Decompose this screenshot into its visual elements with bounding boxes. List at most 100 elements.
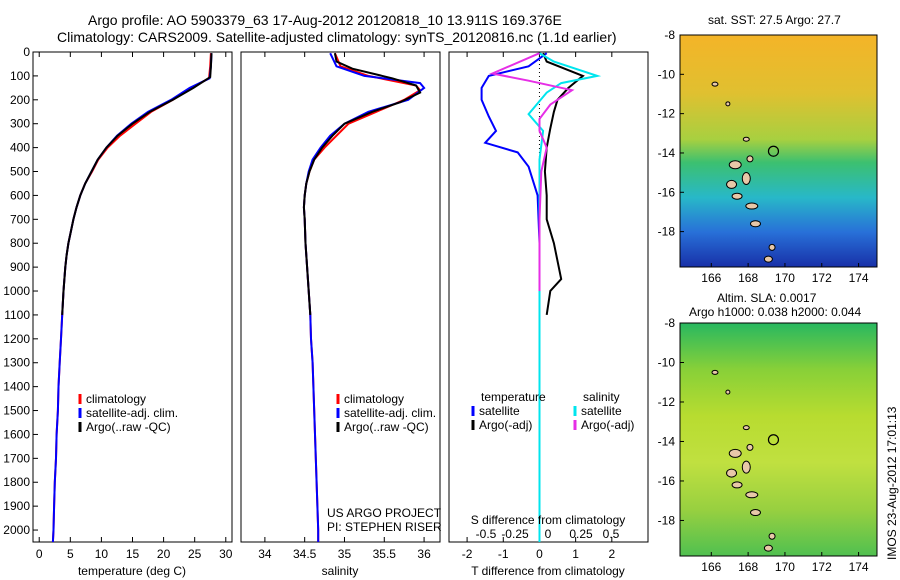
altimeter-sla-map-island bbox=[728, 448, 742, 458]
altimeter-sla-map-island bbox=[742, 425, 750, 431]
difference-profile-xtick-label: 0 bbox=[536, 547, 543, 561]
temp-legend-climatology-label: climatology bbox=[86, 392, 146, 406]
altimeter-sla-map-xtick-label: 170 bbox=[775, 560, 795, 574]
altimeter-sla-map-xtick-label: 174 bbox=[849, 560, 869, 574]
altimeter-sla-map-xtick-label: 168 bbox=[738, 560, 758, 574]
altimeter-sla-map-island bbox=[726, 468, 738, 478]
satellite-sst-map-island bbox=[726, 179, 738, 189]
satellite-sst-map-island bbox=[746, 155, 754, 163]
difference-profile-xtick-label: 1 bbox=[572, 547, 579, 561]
temperature-profile-ytick-label: 800 bbox=[10, 236, 30, 250]
diff-top-tick-label: -0.25 bbox=[501, 527, 529, 541]
salinity-profile-frame bbox=[240, 51, 441, 543]
difference-profile-series-t-argo-adj- bbox=[542, 52, 585, 316]
diff-top-label: S difference from climatology bbox=[471, 513, 626, 527]
diff-legend-t-argo-label: Argo(-adj) bbox=[479, 418, 532, 432]
temp-legend-satellite-label: satellite-adj. clim. bbox=[86, 406, 178, 420]
diff-top-tick-label: 0 bbox=[545, 527, 552, 541]
satellite-sst-map-island bbox=[741, 172, 751, 186]
satellite-sst-map-ytick-label: -16 bbox=[658, 185, 676, 199]
temperature-profile-ytick-label: 2000 bbox=[3, 523, 30, 537]
satellite-sst-map-island bbox=[749, 220, 761, 228]
salinity-profile-xtick-label: 34.5 bbox=[293, 547, 317, 561]
satellite-sst-map-island bbox=[711, 81, 719, 87]
credit-project: US ARGO PROJECT bbox=[327, 506, 442, 520]
difference-profile-series-t-satellite bbox=[480, 52, 548, 542]
satellite-sst-map-ytick-label: -18 bbox=[658, 225, 676, 239]
sal-legend-climatology-label: climatology bbox=[344, 392, 404, 406]
diff-xlabel: T difference from climatology bbox=[471, 564, 625, 578]
altimeter-sla-map-ytick-label: -18 bbox=[658, 513, 676, 527]
temperature-profile-ytick-label: 1400 bbox=[3, 380, 30, 394]
satellite-sst-map-island bbox=[728, 160, 742, 170]
diff-legend-t-sat-label: satellite bbox=[479, 404, 520, 418]
satellite-sst-map-xtick-label: 174 bbox=[849, 271, 869, 285]
altimeter-sla-map-ytick-label: -12 bbox=[658, 395, 676, 409]
satellite-sst-map-xtick-label: 172 bbox=[812, 271, 832, 285]
satellite-sst-map-island bbox=[768, 243, 776, 251]
sal-xlabel: salinity bbox=[322, 564, 359, 578]
diff-top-tick-label: 0.25 bbox=[569, 527, 593, 541]
diff-legend-s-argo-label: Argo(-adj) bbox=[581, 418, 634, 432]
temperature-profile-series-argo-raw-qc- bbox=[61, 53, 213, 315]
diff-top-tick-label: -0.5 bbox=[476, 527, 497, 541]
satellite-sst-map-island bbox=[745, 202, 759, 210]
diff-legend-sal-title: salinity bbox=[583, 390, 620, 404]
temperature-profile-ytick-label: 1500 bbox=[3, 404, 30, 418]
altimeter-sla-map-island bbox=[745, 491, 759, 499]
temperature-profile-xtick-label: 15 bbox=[126, 547, 140, 561]
altimeter-sla-map-ytick-label: -8 bbox=[664, 316, 675, 330]
temperature-profile-ytick-label: 900 bbox=[10, 260, 30, 274]
diff-legend-s-sat-label: satellite bbox=[581, 404, 622, 418]
temperature-profile-xtick-label: 25 bbox=[188, 547, 202, 561]
altimeter-sla-map-island bbox=[741, 460, 751, 474]
salinity-profile-xtick-label: 35 bbox=[338, 547, 352, 561]
satellite-sst-map-ytick-label: -14 bbox=[658, 146, 676, 160]
temperature-profile-xtick-label: 30 bbox=[219, 547, 233, 561]
altimeter-sla-map-ytick-label: -10 bbox=[658, 355, 676, 369]
sal-legend-argo-label: Argo(..raw -QC) bbox=[344, 420, 429, 434]
temperature-profile-ytick-label: 400 bbox=[10, 141, 30, 155]
temperature-profile-xtick-label: 5 bbox=[67, 547, 74, 561]
diff-legend-temp-title: temperature bbox=[481, 390, 546, 404]
satellite-sst-map-island bbox=[742, 136, 750, 142]
credit-pi: PI: STEPHEN RISER bbox=[327, 520, 442, 534]
temperature-profile-xtick-label: 10 bbox=[95, 547, 109, 561]
salinity-profile-xtick-label: 35.5 bbox=[373, 547, 397, 561]
sst-map-title: sat. SST: 27.5 Argo: 27.7 bbox=[708, 13, 841, 27]
temperature-profile-ytick-label: 300 bbox=[10, 117, 30, 131]
temperature-profile-ytick-label: 600 bbox=[10, 188, 30, 202]
temperature-profile-ytick-label: 500 bbox=[10, 165, 30, 179]
difference-profile-xtick-label: 2 bbox=[608, 547, 615, 561]
altimeter-sla-map-island bbox=[731, 481, 743, 489]
altimeter-sla-map-island bbox=[711, 369, 719, 375]
temperature-profile-ytick-label: 700 bbox=[10, 212, 30, 226]
altimeter-sla-map-ytick-label: -14 bbox=[658, 434, 676, 448]
temperature-profile-ytick-label: 1600 bbox=[3, 427, 30, 441]
temperature-profile-xtick-label: 0 bbox=[36, 547, 43, 561]
satellite-sst-map-ytick-label: -10 bbox=[658, 67, 676, 81]
salinity-profile-series-climatology bbox=[302, 52, 422, 542]
figure-title-line1: Argo profile: AO 5903379_63 17-Aug-2012 … bbox=[88, 12, 562, 28]
salinity-profile-series-argo-raw-qc- bbox=[302, 53, 422, 315]
temperature-profile-ytick-label: 1100 bbox=[4, 308, 30, 322]
temperature-profile-ytick-label: 1900 bbox=[3, 499, 30, 513]
temp-xlabel: temperature (deg C) bbox=[78, 564, 186, 578]
satellite-sst-map-xtick-label: 166 bbox=[701, 271, 721, 285]
altimeter-sla-map-xtick-label: 172 bbox=[812, 560, 832, 574]
temperature-profile-ytick-label: 1300 bbox=[3, 356, 30, 370]
difference-profile-series-s-satellite bbox=[527, 52, 602, 542]
difference-profile-frame bbox=[448, 51, 649, 543]
satellite-sst-map-ytick-label: -8 bbox=[664, 28, 675, 42]
sla-map-title-line1: Altim. SLA: 0.0017 bbox=[717, 291, 817, 305]
satellite-sst-map-island bbox=[731, 192, 743, 200]
difference-profile-xtick-label: -1 bbox=[498, 547, 509, 561]
salinity-profile-xtick-label: 34 bbox=[258, 547, 272, 561]
temp-legend-argo-label: Argo(..raw -QC) bbox=[86, 420, 171, 434]
temperature-profile-xtick-label: 20 bbox=[157, 547, 171, 561]
satellite-sst-map-island bbox=[763, 255, 773, 263]
altimeter-sla-map-xtick-label: 166 bbox=[701, 560, 721, 574]
difference-profile-xtick-label: -2 bbox=[462, 547, 473, 561]
temperature-profile-ytick-label: 1200 bbox=[3, 332, 30, 346]
